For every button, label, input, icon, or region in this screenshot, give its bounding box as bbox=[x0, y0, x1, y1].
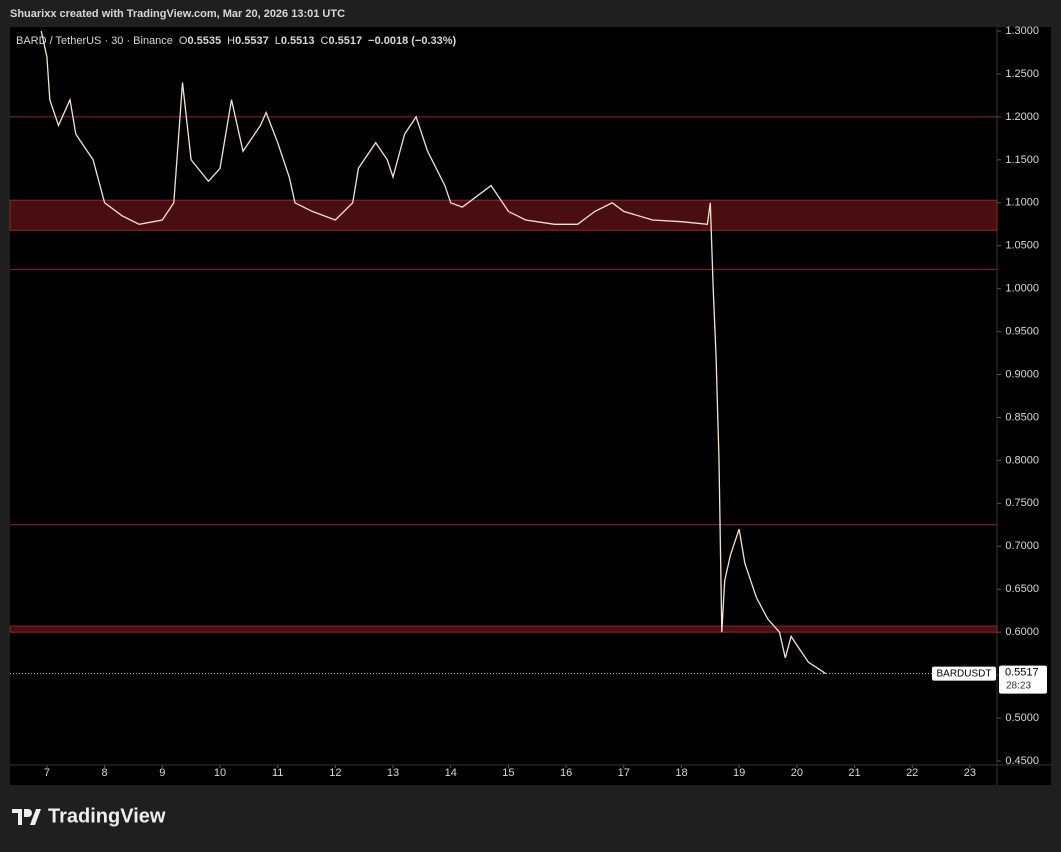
y-tick-label: 1.0500 bbox=[1005, 240, 1039, 252]
x-tick-label: 9 bbox=[159, 767, 165, 779]
ohlc-value: 0.5513 bbox=[281, 35, 315, 47]
y-tick-label: 0.6000 bbox=[1005, 626, 1039, 638]
footer-logo: TradingView bbox=[12, 805, 166, 827]
logo-icon bbox=[12, 809, 41, 825]
ohlc-label: L bbox=[275, 35, 281, 47]
y-tick-label: 0.7500 bbox=[1005, 497, 1039, 509]
y-tick-label: 1.0000 bbox=[1005, 283, 1039, 295]
x-tick-label: 23 bbox=[964, 767, 976, 779]
x-tick-label: 22 bbox=[906, 767, 918, 779]
y-tick-label: 0.8500 bbox=[1005, 411, 1039, 423]
y-tick-label: 1.1500 bbox=[1005, 154, 1039, 166]
y-tick-label: 1.1000 bbox=[1005, 197, 1039, 209]
ohlc-value: 0.5537 bbox=[235, 35, 269, 47]
ohlc-label: C bbox=[321, 35, 329, 47]
price-axis bbox=[997, 27, 1051, 765]
logo-text: TradingView bbox=[48, 805, 166, 827]
legend-text: BARD / TetherUS · 30 · Binance O0.5535 H0.… bbox=[16, 35, 457, 47]
x-tick-label: 10 bbox=[214, 767, 226, 779]
price-tag-bg bbox=[999, 665, 1047, 694]
legend: BARD / TetherUS · 30 · Binance O0.5535 H0.… bbox=[16, 35, 457, 47]
y-tick-label: 0.7000 bbox=[1005, 540, 1039, 552]
plot bbox=[9, 30, 998, 675]
price-line bbox=[40, 30, 827, 675]
x-tick-label: 11 bbox=[272, 767, 283, 779]
x-tick-label: 12 bbox=[329, 767, 341, 779]
legend-change: −0.0018 (−0.33%) bbox=[368, 35, 456, 47]
time-axis bbox=[10, 765, 1051, 785]
x-tick-label: 21 bbox=[848, 767, 860, 779]
y-tick-label: 0.8000 bbox=[1005, 454, 1039, 466]
x-tick-label: 8 bbox=[102, 767, 108, 779]
plot-area bbox=[10, 27, 997, 765]
y-tick-label: 0.5000 bbox=[1005, 712, 1039, 724]
symbol-tag-bg bbox=[932, 666, 996, 681]
zone bbox=[9, 625, 998, 633]
y-tick-label: 1.2000 bbox=[1005, 111, 1039, 123]
x-tick-label: 7 bbox=[44, 767, 50, 779]
x-tick-label: 15 bbox=[502, 767, 514, 779]
x-tick-label: 16 bbox=[560, 767, 572, 779]
ohlc-label: H bbox=[227, 35, 235, 47]
y-tick-label: 1.3000 bbox=[1005, 25, 1039, 37]
y-tick-label: 0.9000 bbox=[1005, 368, 1039, 380]
ohlc-value: 0.5517 bbox=[328, 35, 362, 47]
symbol-tag: BARDUSDT bbox=[936, 668, 991, 679]
x-tick-label: 20 bbox=[791, 767, 803, 779]
legend-symbol: BARD / TetherUS · 30 · Binance bbox=[16, 35, 173, 47]
price-tag: 0.5517 bbox=[1005, 667, 1039, 679]
x-tick-label: 17 bbox=[618, 767, 630, 779]
x-tick-label: 19 bbox=[733, 767, 745, 779]
y-tick-label: 1.2500 bbox=[1005, 68, 1039, 80]
header: Shuarixx created with TradingView.com, M… bbox=[10, 8, 345, 20]
y-tick-label: 0.6500 bbox=[1005, 583, 1039, 595]
y-tick-label: 0.4500 bbox=[1005, 755, 1039, 767]
x-tick-label: 13 bbox=[387, 767, 399, 779]
x-tick-label: 14 bbox=[445, 767, 457, 779]
ohlc-value: 0.5535 bbox=[187, 35, 221, 47]
x-tick-label: 18 bbox=[675, 767, 687, 779]
ohlc-label: O bbox=[179, 35, 188, 47]
countdown: 28:23 bbox=[1006, 680, 1031, 691]
y-tick-label: 0.9500 bbox=[1005, 326, 1039, 338]
